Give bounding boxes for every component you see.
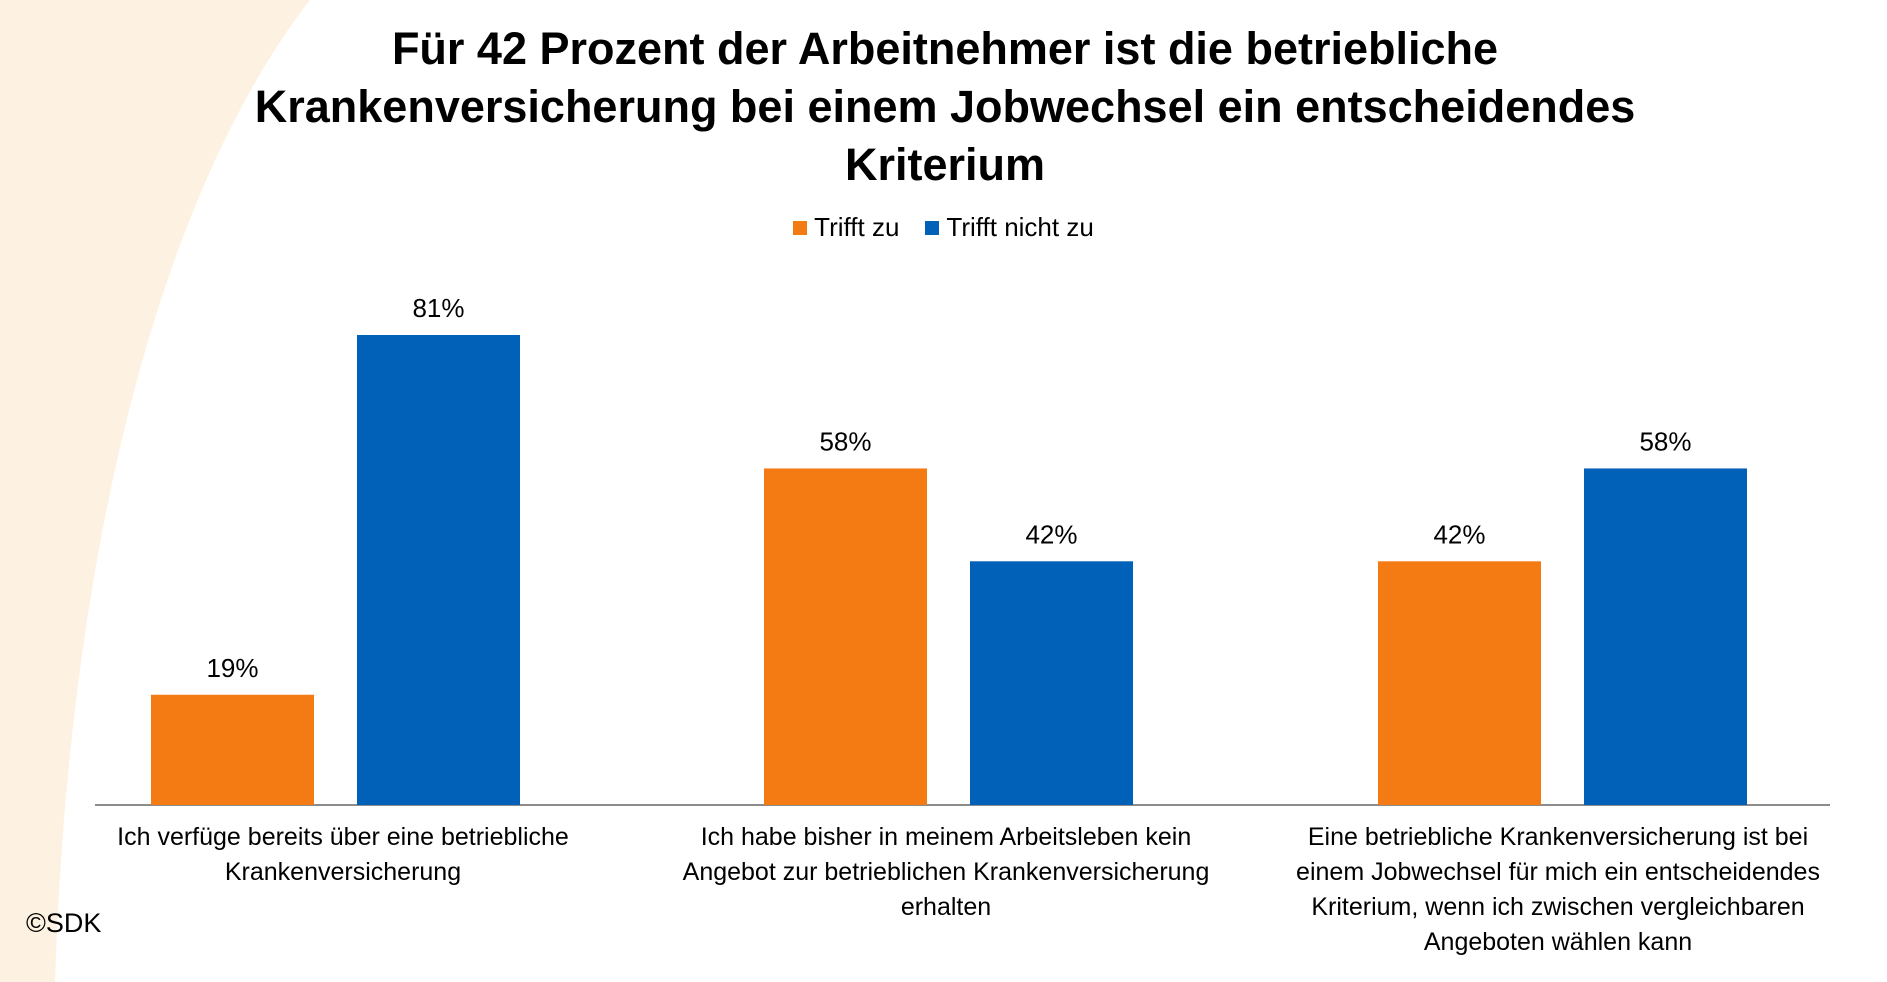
bar-trifft-zu-3 xyxy=(1378,561,1541,805)
data-label-trifft-zu-2: 58% xyxy=(819,426,871,456)
category-label-1-line-1: Ich verfüge bereits über eine betrieblic… xyxy=(117,823,569,851)
chart-title: Für 42 Prozent der Arbeitnehmer ist die … xyxy=(160,20,1730,194)
legend-item-trifft-zu: Trifft zu xyxy=(793,212,899,243)
bar-trifft-nicht-zu-3 xyxy=(1584,468,1747,805)
category-label-2-line-2: Angebot zur betrieblichen Krankenversich… xyxy=(682,858,1210,886)
bar-trifft-nicht-zu-2 xyxy=(970,561,1133,805)
legend: Trifft zu Trifft nicht zu xyxy=(0,212,1887,243)
data-label-trifft-nicht-zu-3: 58% xyxy=(1639,426,1691,456)
category-label-3-line-2: einem Jobwechsel für mich ein entscheide… xyxy=(1296,858,1820,886)
copyright-label: ©SDK xyxy=(26,908,102,938)
bar-trifft-zu-2 xyxy=(764,468,927,805)
category-label-3: Eine betriebliche Krankenversicherung is… xyxy=(1258,820,1858,960)
category-label-2-line-1: Ich habe bisher in meinem Arbeitsleben k… xyxy=(700,823,1192,851)
bar-trifft-zu-1 xyxy=(151,694,314,805)
data-label-trifft-zu-3: 42% xyxy=(1433,519,1485,549)
category-label-1: Ich verfüge bereits über eine betrieblic… xyxy=(43,820,643,890)
bar-trifft-nicht-zu-1 xyxy=(357,335,520,805)
category-label-3-line-1: Eine betriebliche Krankenversicherung is… xyxy=(1307,823,1809,851)
category-label-2-line-3: erhalten xyxy=(900,893,992,921)
legend-label-trifft-zu: Trifft zu xyxy=(814,212,900,242)
data-label-trifft-nicht-zu-1: 81% xyxy=(412,293,464,323)
data-label-trifft-zu-1: 19% xyxy=(206,653,258,683)
data-label-trifft-nicht-zu-2: 42% xyxy=(1025,519,1077,549)
category-label-3-line-4: Angeboten wählen kann xyxy=(1423,928,1693,956)
chart-title-line-2: Krankenversicherung bei einem Jobwechsel… xyxy=(254,81,1636,132)
legend-swatch-trifft-nicht-zu xyxy=(925,220,940,235)
chart-title-line-1: Für 42 Prozent der Arbeitnehmer ist die … xyxy=(391,23,1499,74)
category-label-2: Ich habe bisher in meinem Arbeitsleben k… xyxy=(646,820,1246,925)
chart-title-line-3: Kriterium xyxy=(844,139,1046,190)
legend-item-trifft-nicht-zu: Trifft nicht zu xyxy=(925,212,1094,243)
category-label-1-line-2: Krankenversicherung xyxy=(224,858,462,886)
category-label-3-line-3: Kriterium, wenn ich zwischen vergleichba… xyxy=(1311,893,1805,921)
legend-label-trifft-nicht-zu: Trifft nicht zu xyxy=(946,212,1094,242)
legend-swatch-trifft-zu xyxy=(793,220,808,235)
